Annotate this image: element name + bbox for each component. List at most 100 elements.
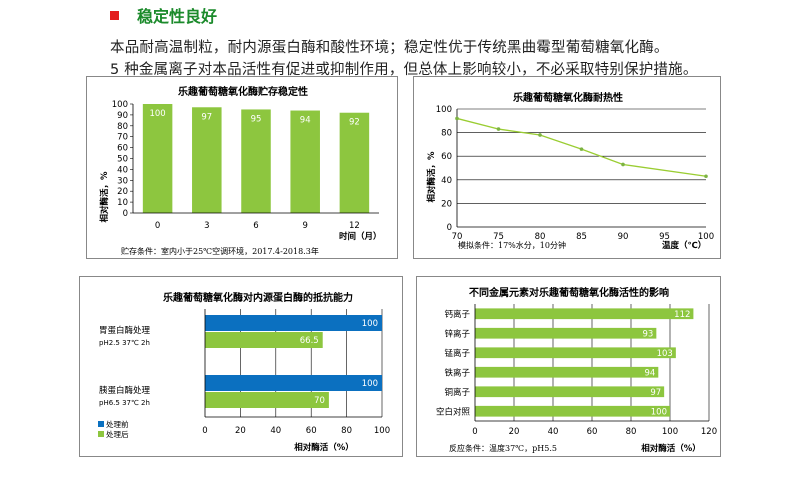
storage-bar: [290, 110, 320, 213]
storage-y-tick: 40: [117, 165, 128, 175]
metal-bar: [475, 308, 694, 320]
protease-bar-before: [205, 375, 382, 391]
storage-chart-title: 乐趣葡萄糖氧化酶贮存稳定性: [178, 85, 308, 98]
protease-bar-after: [205, 392, 329, 408]
metal-bar-value: 100: [651, 407, 667, 417]
metal-bar-value: 103: [657, 349, 673, 359]
protease-bar-after-value: 66.5: [300, 336, 319, 346]
protease-x-tick: 20: [235, 426, 246, 436]
storage-bar-value: 95: [251, 114, 262, 124]
metal-x-label: 相对酶活（%）: [641, 443, 701, 454]
storage-bar-value: 100: [149, 109, 165, 119]
metal-category-label: 锌离子: [444, 328, 470, 339]
storage-bar: [241, 109, 271, 213]
storage-y-tick: 70: [117, 133, 128, 143]
metal-x-tick: 60: [587, 427, 598, 437]
metal-note: 反应条件：温度37℃，pH5.5: [449, 443, 557, 453]
metal-bar: [475, 386, 665, 398]
heat-note: 模拟条件：17%水分，10分钟: [458, 240, 566, 250]
storage-bar-value: 92: [349, 118, 360, 128]
metal-bar-value: 97: [650, 388, 661, 398]
paragraph-line-2: 5 种金属离子对本品活性有促进或抑制作用，但总体上影响较小，不必采取特别保护措施…: [110, 62, 698, 78]
storage-x-tick: 6: [253, 221, 258, 231]
metal-x-tick: 80: [626, 427, 637, 437]
heat-y-tick: 60: [441, 152, 452, 162]
heat-data-point: [496, 127, 501, 131]
storage-x-tick: 0: [155, 221, 160, 231]
heat-chart-svg: 乐趣葡萄糖氧化酶耐热性 0 20 40 60 80 100 70 75 80 85 90 95 100…: [426, 91, 714, 251]
protease-bar-before-value: 100: [362, 379, 378, 389]
metal-chart-title: 不同金属元素对乐趣葡萄糖氧化酶活性的影响: [469, 286, 669, 299]
heat-x-tick: 100: [698, 232, 714, 242]
storage-y-tick: 10: [117, 198, 128, 208]
storage-y-tick: 80: [117, 122, 128, 132]
heat-x-tick: 85: [576, 232, 587, 242]
heat-x-tick: 80: [535, 232, 546, 242]
metal-x-tick: 0: [472, 427, 477, 437]
heat-y-tick: 100: [436, 105, 452, 115]
heat-resistance-chart: 乐趣葡萄糖氧化酶耐热性 0 20 40 60 80 100 70 75 80 85 90 95 100…: [413, 76, 721, 259]
metal-bar-value: 94: [644, 368, 655, 378]
storage-x-tick: 12: [349, 221, 360, 231]
storage-bar-value: 94: [300, 116, 311, 126]
metal-bar: [475, 366, 659, 378]
metal-category-label: 空白对照: [436, 406, 471, 417]
metal-bar: [475, 405, 670, 417]
metal-bar: [475, 347, 676, 359]
storage-bar: [339, 112, 370, 213]
heat-x-tick: 70: [452, 232, 463, 242]
heat-data-point: [704, 174, 708, 179]
metal-x-tick: 20: [509, 427, 520, 437]
metal-x-tick: 100: [662, 427, 678, 437]
storage-bar: [142, 104, 173, 213]
storage-y-tick: 50: [117, 155, 128, 165]
trypsin-sublabel: pH6.5 37℃ 2h: [99, 399, 150, 407]
paragraph-line-1: 本品耐高温制粒，耐内源蛋白酶和酸性环境；稳定性优于传统黑曲霉型葡萄糖氧化酶。: [110, 40, 669, 56]
storage-x-label: 时间（月）: [339, 231, 382, 242]
storage-note: 贮存条件：室内小于25℃空调环境，2017.4-2018.3年: [121, 246, 319, 256]
metal-category-label: 铁离子: [444, 367, 470, 378]
heat-data-point: [455, 116, 459, 121]
storage-bar: [192, 107, 222, 213]
heat-data-point: [538, 133, 542, 137]
metal-category-label: 铜离子: [444, 387, 470, 398]
protease-x-tick: 40: [270, 426, 281, 436]
protease-bar-after-value: 70: [314, 396, 325, 406]
storage-y-tick: 0: [123, 209, 128, 219]
storage-y-tick: 100: [112, 100, 128, 110]
storage-y-tick: 30: [117, 176, 128, 186]
storage-stability-chart: 乐趣葡萄糖氧化酶贮存稳定性 0 10 20 30 40 50 60 70 80 90 100 100…: [86, 76, 398, 259]
heat-chart-title: 乐趣葡萄糖氧化酶耐热性: [513, 91, 623, 104]
protease-bar-before-value: 100: [362, 319, 378, 329]
protease-bar-after: [205, 332, 323, 348]
metal-x-tick: 40: [548, 427, 559, 437]
heat-x-tick: 75: [493, 232, 504, 242]
heat-x-tick: 90: [618, 232, 629, 242]
protease-x-tick: 80: [341, 426, 352, 436]
section-heading: 稳定性良好: [110, 5, 217, 26]
heat-series-line: [456, 117, 707, 177]
protease-x-label: 相对酶活（%）: [294, 442, 354, 453]
metal-bar-value: 112: [674, 310, 690, 320]
legend-before-swatch: [98, 421, 104, 427]
legend-after-label: 处理后: [106, 429, 129, 439]
legend-before-label: 处理前: [106, 419, 129, 429]
heat-y-tick: 20: [441, 199, 452, 209]
storage-y-label: 相对酶活，%: [99, 171, 110, 223]
heat-y-tick: 80: [441, 129, 452, 139]
heat-y-tick: 0: [447, 223, 452, 233]
heat-y-tick: 40: [441, 176, 452, 186]
protease-bar-before: [205, 315, 382, 331]
protease-x-tick: 60: [306, 426, 317, 436]
heat-data-point: [579, 147, 584, 151]
protease-chart-svg: 乐趣葡萄糖氧化酶对内源蛋白酶的抵抗能力 100 66.5 100 70 0 20 40 60…: [98, 291, 390, 453]
protease-resistance-chart: 乐趣葡萄糖氧化酶对内源蛋白酶的抵抗能力 100 66.5 100 70 0 20 40 60…: [79, 276, 403, 457]
storage-y-tick: 90: [117, 111, 128, 121]
metal-bar: [475, 327, 657, 339]
pepsin-label: 胃蛋白酶处理: [99, 325, 151, 336]
storage-x-tick: 3: [204, 221, 209, 231]
storage-bar-value: 97: [201, 112, 212, 122]
protease-x-tick: 100: [374, 426, 390, 436]
